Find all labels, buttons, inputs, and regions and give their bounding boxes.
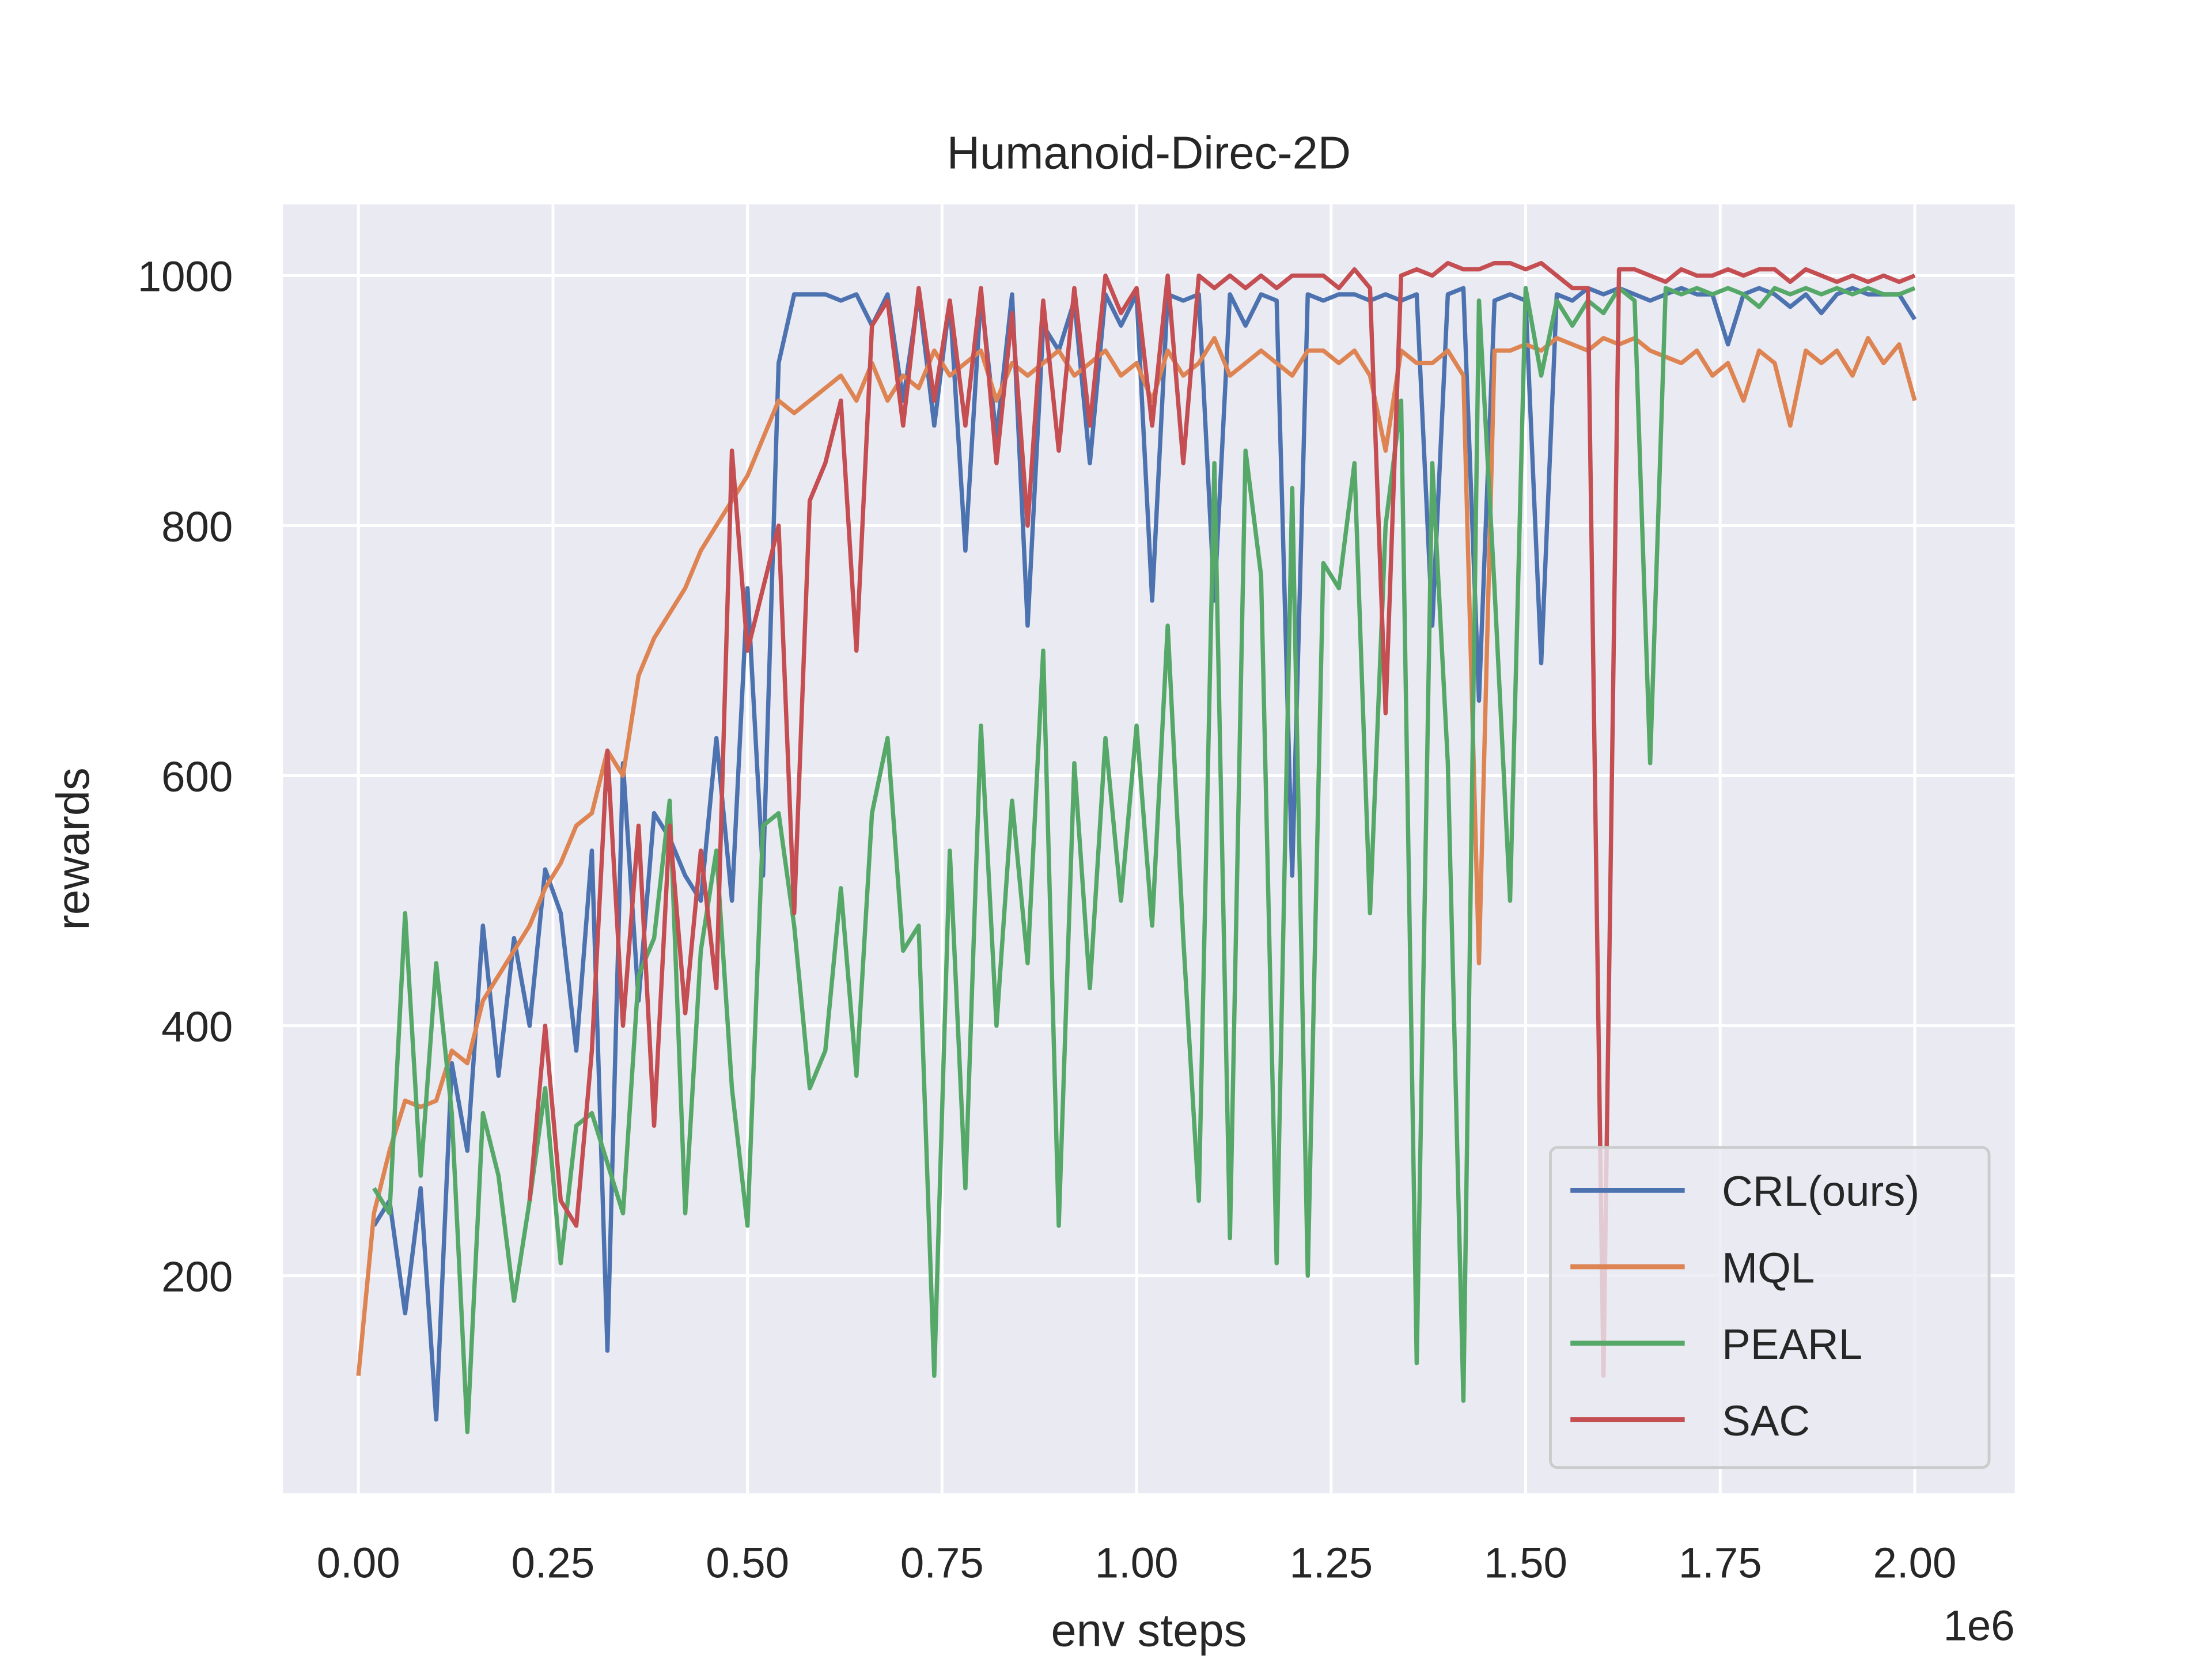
series-line [356, 336, 1917, 1376]
x-axis-label: env steps [1051, 1605, 1247, 1656]
legend-label: SAC [1722, 1397, 1810, 1445]
x-tick-label: 2.00 [1873, 1539, 1957, 1587]
x-tick-label: 1.50 [1484, 1539, 1567, 1587]
x-tick-label: 0.25 [512, 1539, 595, 1587]
y-tick-label: 1000 [138, 253, 233, 301]
labels: 0.00 0.25 0.50 0.75 1.00 1.25 1.50 1.75 2.00 200 4… [138, 253, 1957, 1587]
y-tick-label: 800 [161, 503, 233, 551]
legend: CRL(ours) MQL PEARL SAC [1548, 1146, 1991, 1469]
legend-label: CRL(ours) [1722, 1168, 1919, 1215]
x-tick-label: 0.00 [317, 1539, 400, 1587]
series-line [527, 261, 1916, 1378]
x-offset-label: 1e6 [1944, 1602, 2015, 1650]
series-line [372, 286, 1916, 1434]
x-tick-label: 1.00 [1095, 1539, 1179, 1587]
chart-title: Humanoid-Direc-2D [947, 127, 1351, 179]
legend-label: MQL [1722, 1244, 1815, 1291]
y-tick-label: 600 [161, 753, 233, 801]
lines [356, 261, 1917, 1434]
x-tick-label: 1.75 [1679, 1539, 1762, 1587]
x-tick-label: 0.50 [706, 1539, 789, 1587]
x-tick-label: 1.25 [1289, 1539, 1373, 1587]
y-axis-label: rewards [47, 767, 99, 930]
legend-box [1548, 1146, 1991, 1469]
legend-label: PEARL [1722, 1320, 1862, 1368]
x-tick-label: 0.75 [900, 1539, 984, 1587]
series-line [372, 286, 1917, 1422]
y-tick-label: 200 [161, 1253, 233, 1301]
y-tick-label: 400 [161, 1003, 233, 1051]
